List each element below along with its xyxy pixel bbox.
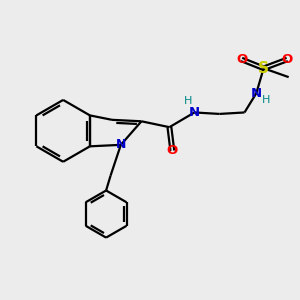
Text: N: N xyxy=(251,87,262,100)
Text: N: N xyxy=(116,138,126,151)
Text: O: O xyxy=(236,53,247,66)
Text: S: S xyxy=(258,61,269,76)
Text: N: N xyxy=(189,106,200,119)
Text: H: H xyxy=(262,95,270,105)
Text: O: O xyxy=(282,53,293,66)
Text: O: O xyxy=(167,144,178,157)
Text: H: H xyxy=(184,96,192,106)
